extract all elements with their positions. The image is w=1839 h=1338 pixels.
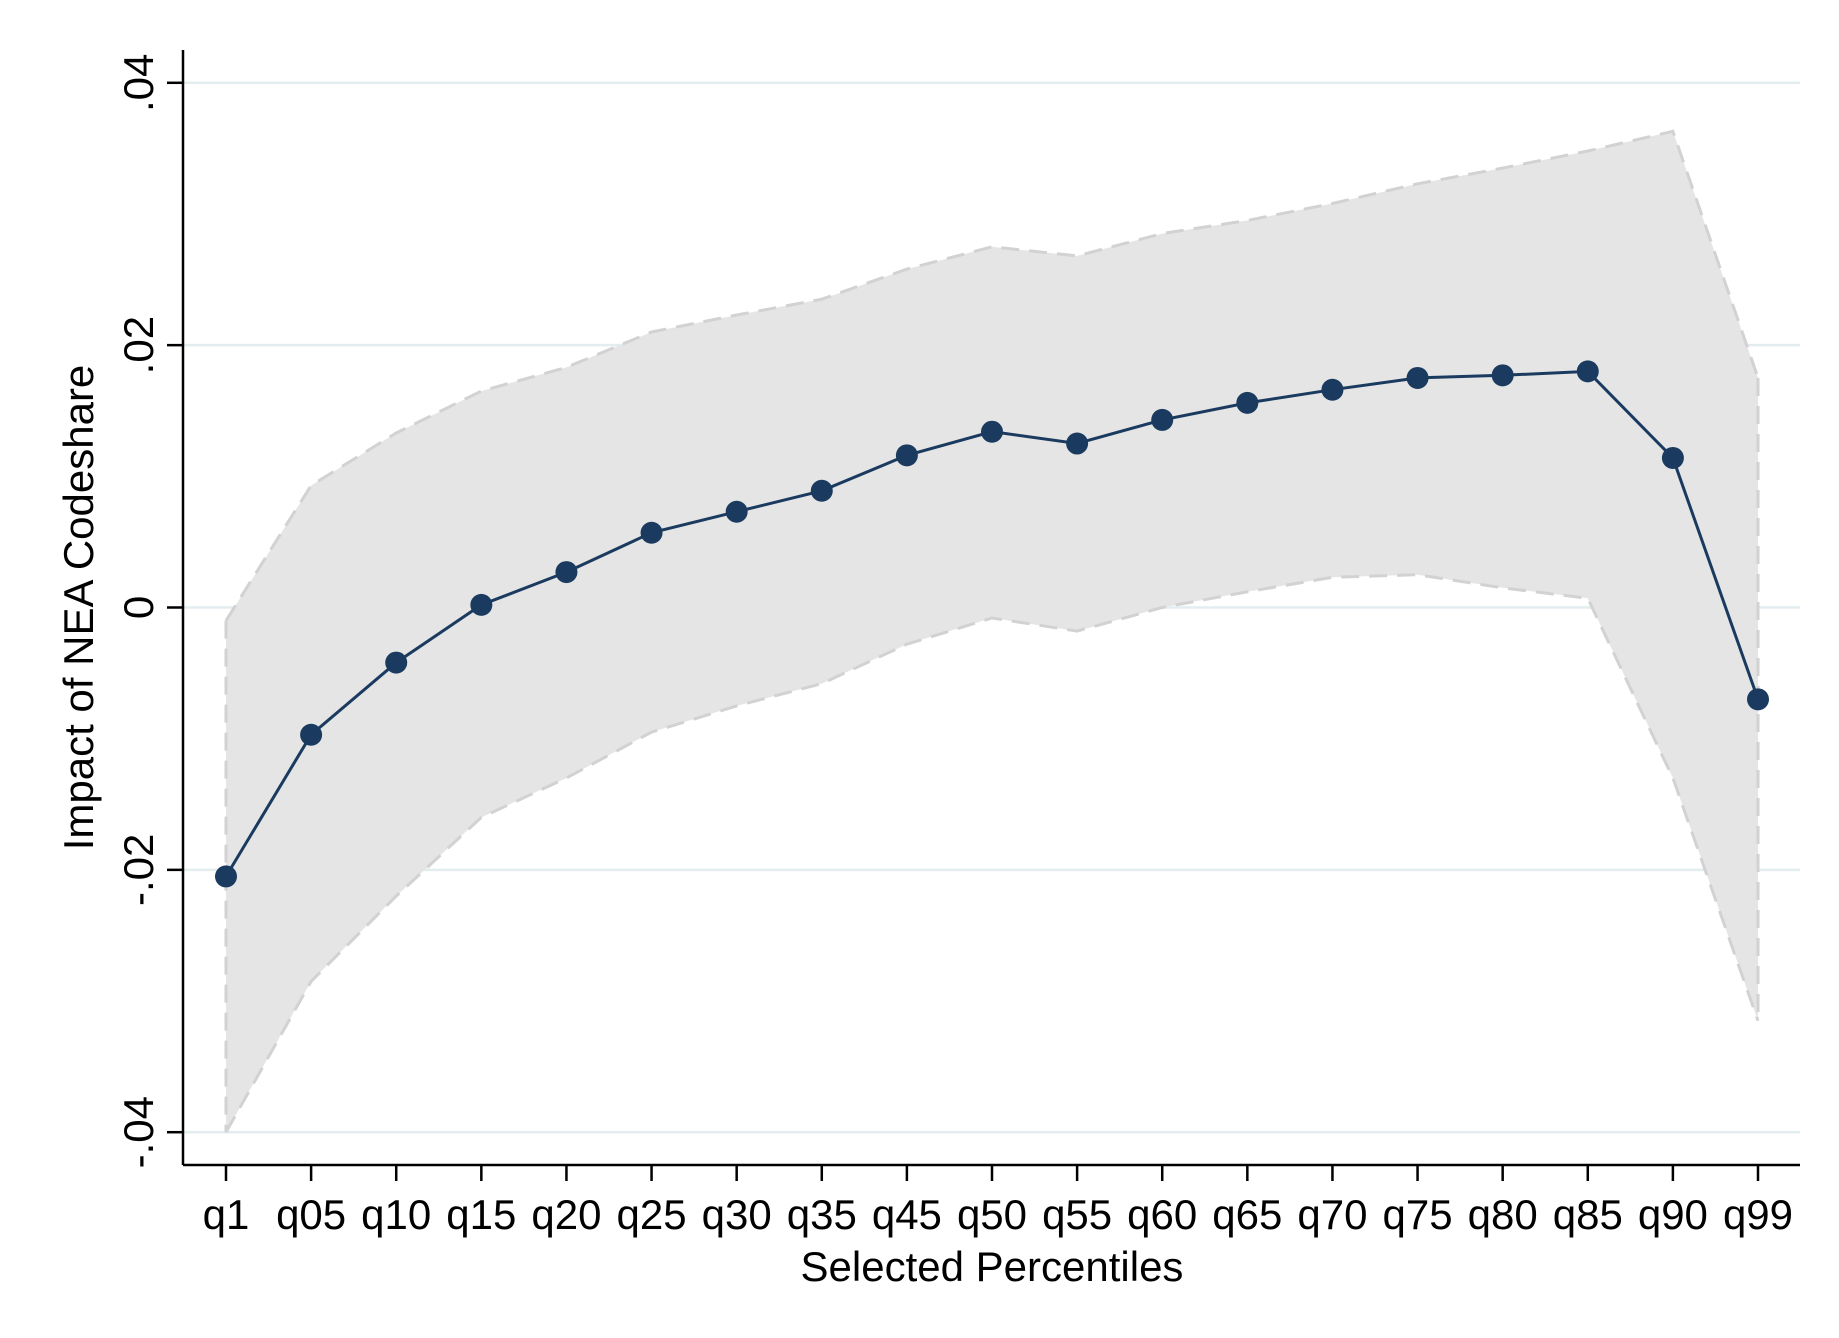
x-tick-label-q10: q10 [361,1191,431,1238]
data-point-q15 [470,593,493,616]
x-tick-label-q15: q15 [446,1191,516,1238]
data-point-q20 [555,561,578,584]
tick-labels: -.04 -.02 0 .02 .04 q1 q05 q10 q15 q20 q25 q30 q35 q4… [115,54,1793,1238]
x-tick-label-q65: q65 [1212,1191,1282,1238]
data-point-q65 [1236,391,1259,414]
x-tick-label-q35: q35 [787,1191,857,1238]
x-axis-title: Selected Percentiles [801,1243,1184,1290]
ci-band-area [226,131,1758,1133]
x-tick-label-q75: q75 [1383,1191,1453,1238]
series-markers [215,360,1769,888]
data-point-q60 [1151,408,1174,431]
x-tick-label-q1: q1 [203,1191,250,1238]
data-point-q05 [300,723,323,746]
y-tick-label-2: 0 [115,596,162,619]
data-point-q1 [215,865,237,888]
x-tick-label-q99: q99 [1723,1191,1793,1238]
axes [167,50,1800,1181]
data-point-q25 [640,521,663,544]
confidence-band [224,129,1760,1133]
x-tick-label-q85: q85 [1553,1191,1623,1238]
x-tick-label-q50: q50 [957,1191,1027,1238]
data-point-q99 [1747,688,1769,711]
y-axis-title: Impact of NEA Codeshare [55,365,102,851]
x-tick-label-q30: q30 [702,1191,772,1238]
y-tick-label-4: .04 [115,54,162,112]
data-point-q10 [385,651,408,674]
y-tick-label-1: -.02 [115,834,162,906]
data-point-q80 [1491,364,1514,387]
x-tick-label-q20: q20 [531,1191,601,1238]
x-tick-label-q05: q05 [276,1191,346,1238]
ci-upper-edge [224,129,1760,622]
y-tick-label-0: -.04 [115,1096,162,1168]
x-tick-label-q60: q60 [1127,1191,1197,1238]
data-point-q55 [1066,432,1089,455]
x-tick-label-q90: q90 [1638,1191,1708,1238]
data-point-q85 [1576,360,1599,383]
y-tick-label-3: .02 [115,316,162,374]
data-point-q45 [895,444,918,467]
ci-lower-edge [224,573,1760,1133]
x-tick-label-q70: q70 [1297,1191,1367,1238]
x-tick-label-q45: q45 [872,1191,942,1238]
data-point-q75 [1406,366,1429,389]
data-point-q30 [725,500,748,523]
data-point-q90 [1661,446,1684,469]
x-tick-label-q80: q80 [1468,1191,1538,1238]
data-point-q70 [1321,378,1344,401]
data-point-q35 [810,479,833,502]
x-tick-label-q25: q25 [617,1191,687,1238]
x-tick-label-q55: q55 [1042,1191,1112,1238]
data-point-q50 [981,420,1003,443]
